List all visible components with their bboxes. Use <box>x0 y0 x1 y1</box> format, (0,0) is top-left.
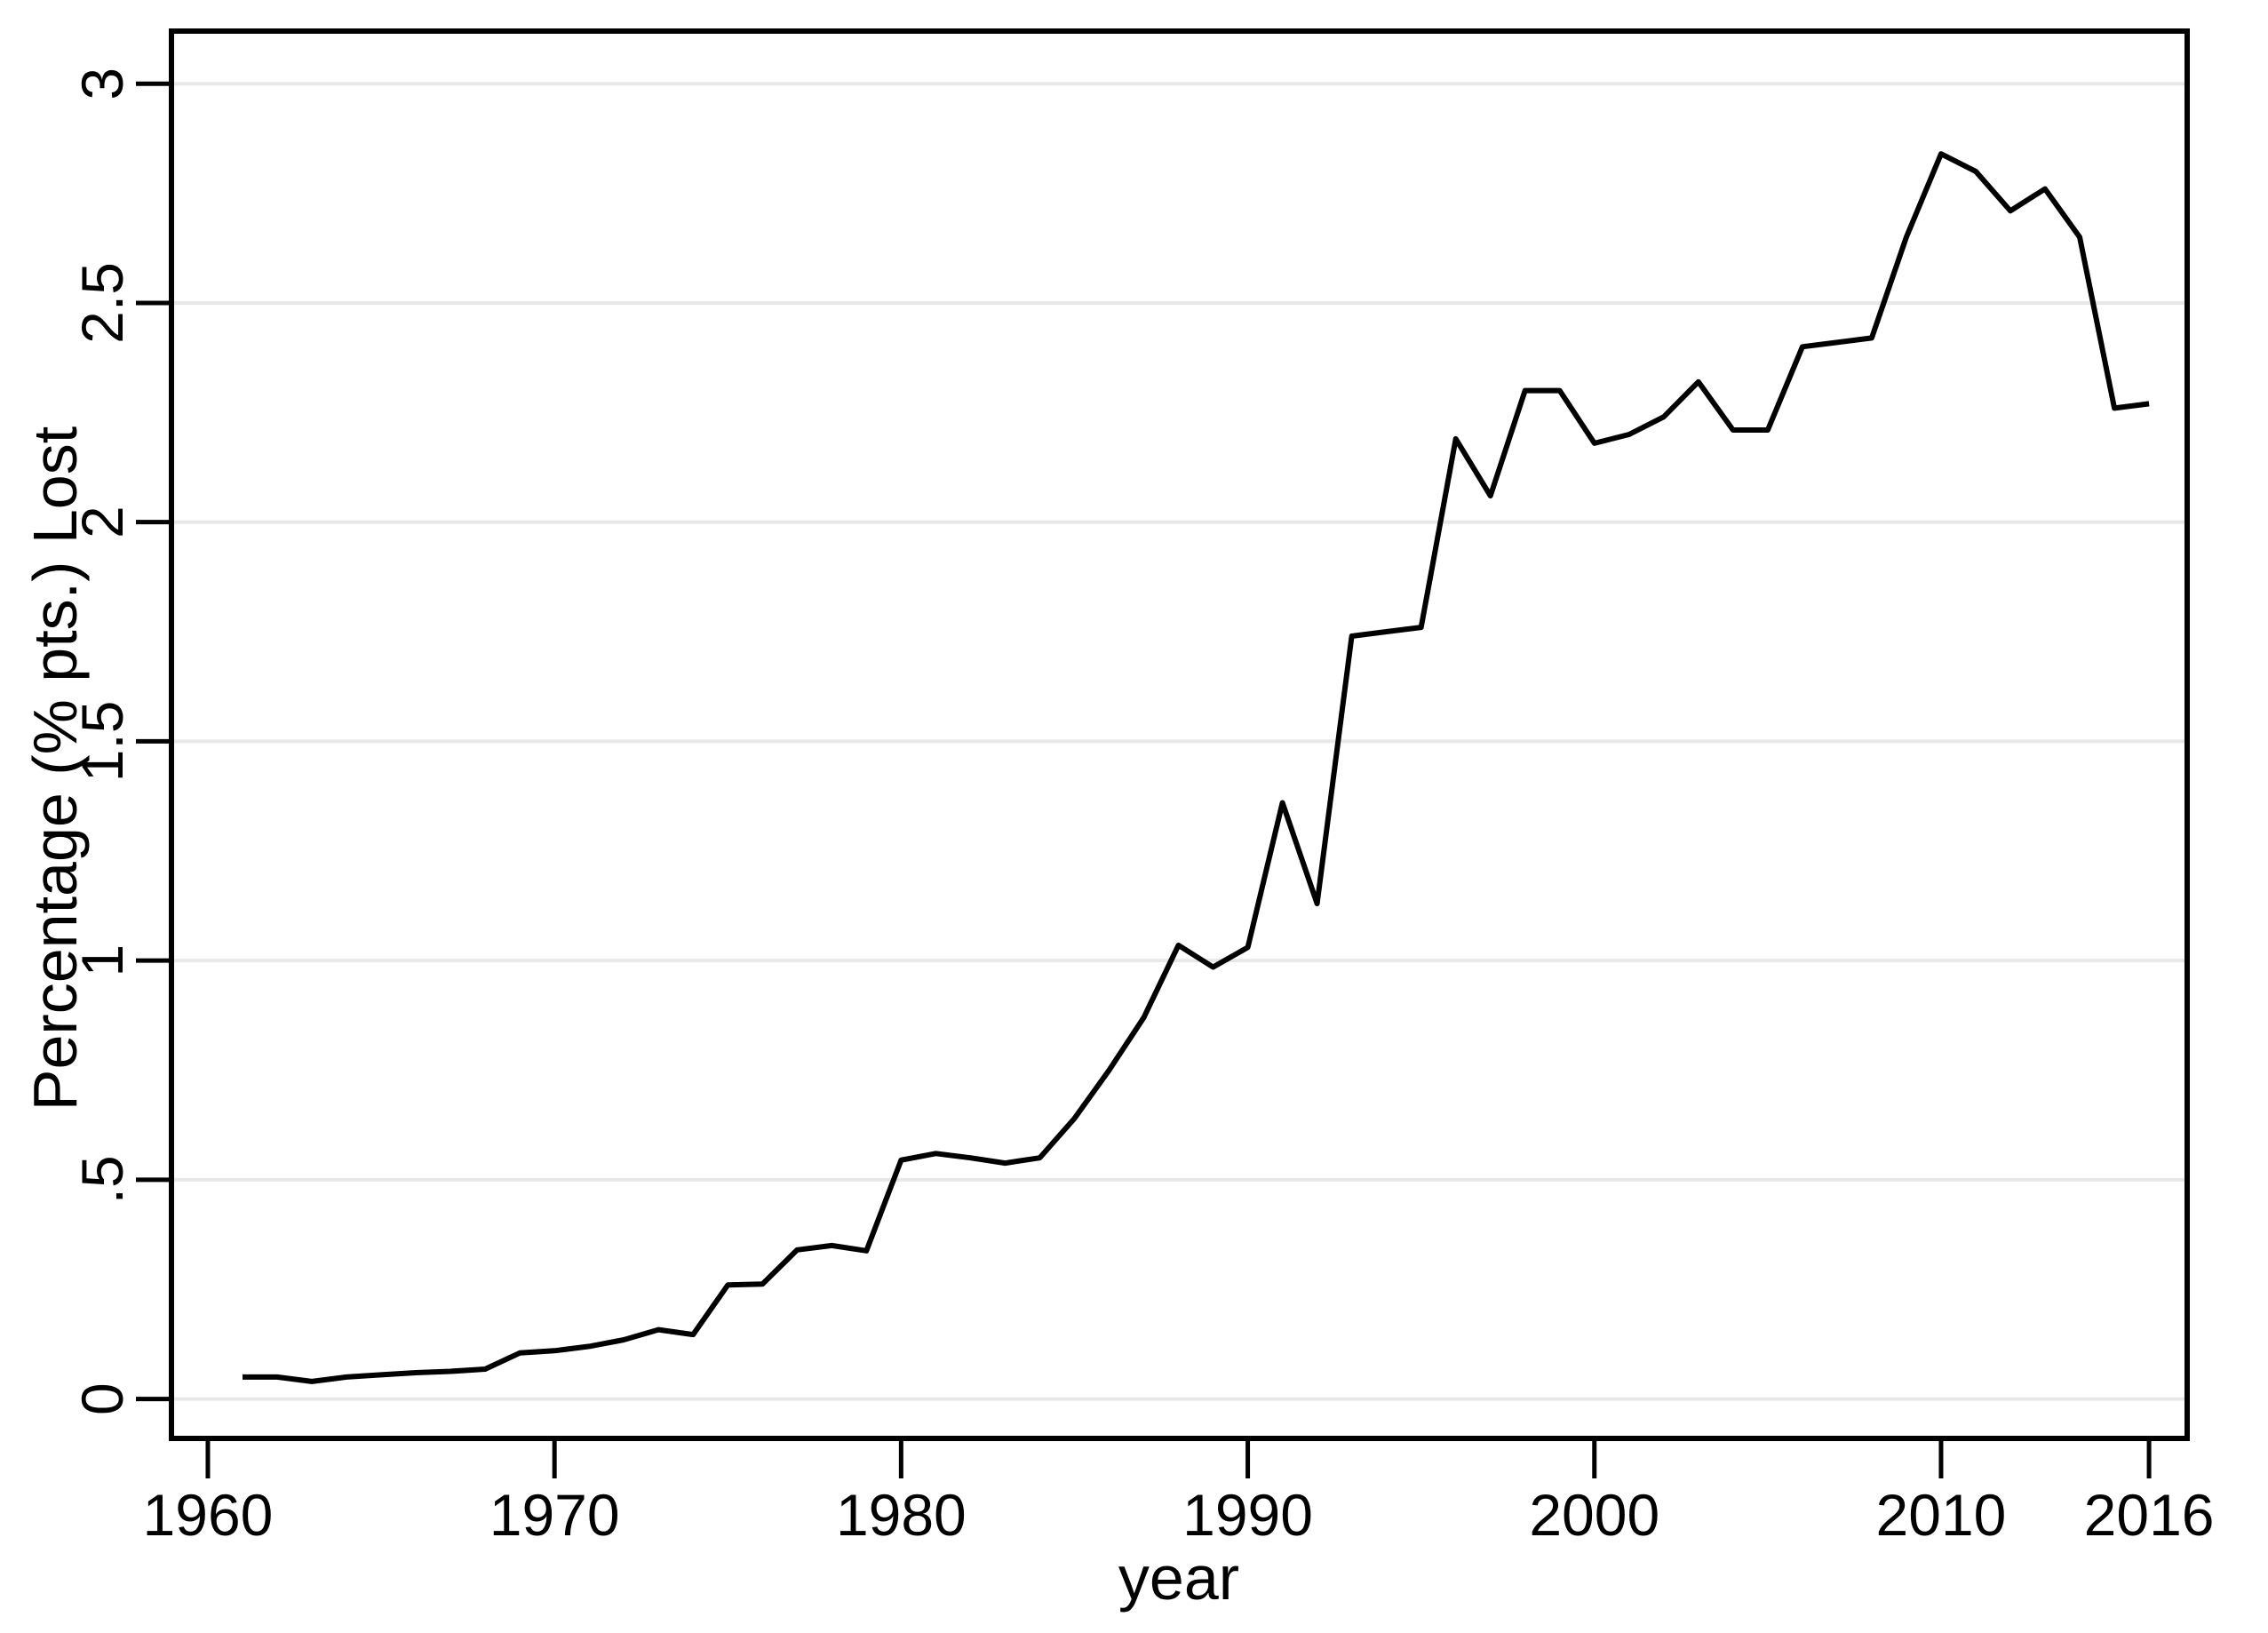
x-axis-ticks <box>205 1438 2152 1478</box>
x-tick-label: 1980 <box>836 1482 967 1548</box>
y-tick-label: 2 <box>69 506 135 538</box>
y-axis-ticks <box>136 81 171 1402</box>
x-axis-tick-labels: 1960 1970 1980 1990 2000 2010 2016 <box>143 1482 2215 1548</box>
x-axis-title: year <box>1118 1543 1239 1613</box>
data-series-line <box>243 151 2150 1384</box>
y-tick-label: 2.5 <box>69 262 135 344</box>
y-tick-label: 1.5 <box>69 701 135 783</box>
x-tick-label: 2016 <box>2084 1482 2215 1548</box>
y-axis-title: Percentage (% pts.) Lost <box>20 426 90 1111</box>
y-tick-label: 3 <box>69 68 135 100</box>
y-tick-label: 0 <box>69 1382 135 1415</box>
x-tick-label: 1960 <box>143 1482 274 1548</box>
gridlines <box>174 82 2184 1401</box>
x-tick-label: 1970 <box>489 1482 620 1548</box>
x-tick-label: 1990 <box>1182 1482 1313 1548</box>
x-tick-label: 2000 <box>1529 1482 1659 1548</box>
plot-frame <box>169 28 2190 1441</box>
y-tick-label: 1 <box>69 944 135 977</box>
y-tick-label: .5 <box>69 1155 135 1204</box>
y-axis-tick-labels: 0 .5 1 1.5 2 2.5 3 <box>69 68 135 1415</box>
plot-area <box>171 31 2187 1438</box>
x-tick-label: 2010 <box>1876 1482 2007 1548</box>
